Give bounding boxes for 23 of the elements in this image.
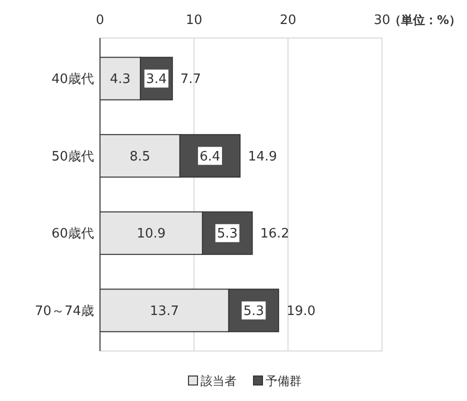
total-label: 16.2 bbox=[260, 226, 290, 242]
total-label: 7.7 bbox=[180, 72, 202, 88]
y-tick-label: 70～74歳 bbox=[34, 304, 94, 319]
x-tick-label: 20 bbox=[280, 13, 296, 28]
data-label: 13.7 bbox=[150, 304, 179, 319]
x-tick-label: 0 bbox=[96, 13, 104, 28]
x-tick-label: 30 bbox=[374, 13, 390, 28]
text: （単位：%） bbox=[388, 13, 461, 27]
data-label: 6.4 bbox=[200, 149, 220, 164]
data-label: 4.3 bbox=[110, 72, 131, 88]
data-label: 8.5 bbox=[130, 149, 150, 164]
data-label: 3.4 bbox=[146, 72, 167, 88]
legend-label: 予備群 bbox=[266, 374, 302, 388]
y-tick-label: 40歳代 bbox=[51, 72, 94, 88]
y-tick-label: 60歳代 bbox=[51, 226, 94, 242]
data-label: 10.9 bbox=[136, 226, 166, 242]
x-tick-label: 10 bbox=[186, 13, 202, 28]
total-label: 14.9 bbox=[248, 149, 278, 164]
y-tick-label: 50歳代 bbox=[51, 149, 94, 164]
data-label: 5.3 bbox=[217, 226, 238, 242]
legend-label: 該当者 bbox=[200, 374, 236, 388]
data-label: 5.3 bbox=[243, 304, 264, 319]
total-label: 19.0 bbox=[286, 304, 316, 319]
